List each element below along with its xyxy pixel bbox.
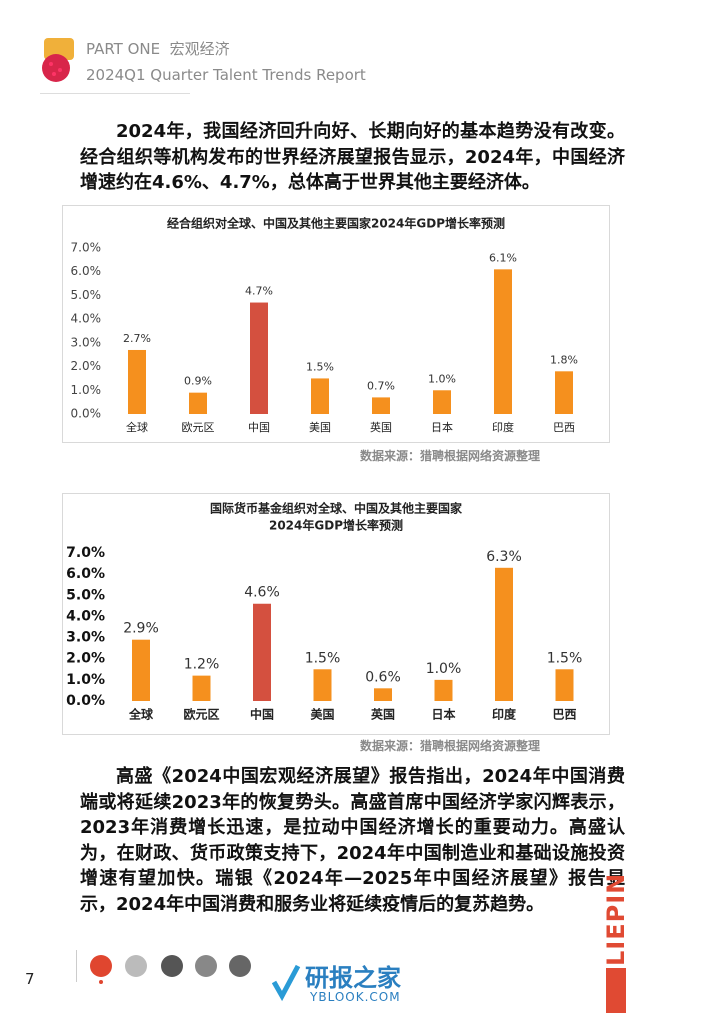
x-tick-label: 巴西 <box>552 708 576 722</box>
chart-title: 国际货币基金组织对全球、中国及其他主要国家 <box>210 501 463 516</box>
y-tick-label: 6.0% <box>71 264 102 278</box>
bar <box>128 349 146 414</box>
footer-rule <box>76 950 77 982</box>
bar <box>555 669 574 701</box>
bar <box>494 269 512 414</box>
x-tick-label: 巴西 <box>553 421 575 434</box>
value-label: 6.3% <box>486 549 522 565</box>
brand-bar <box>606 968 626 1013</box>
brand: LIEPIN <box>602 872 630 966</box>
x-tick-label: 英国 <box>370 420 392 434</box>
y-tick-label: 4.0% <box>71 312 102 326</box>
value-label: 1.5% <box>306 360 334 373</box>
value-label: 4.6% <box>244 585 280 601</box>
y-tick-label: 2.0% <box>71 359 102 373</box>
x-tick-label: 英国 <box>371 707 395 722</box>
watermark-url: YBLOOK.COM <box>310 990 401 1004</box>
bar <box>372 397 390 414</box>
y-tick-label: 6.0% <box>66 566 105 582</box>
value-label: 1.8% <box>550 353 578 366</box>
chart-title: 经合组织对全球、中国及其他主要国家2024年GDP增长率预测 <box>167 216 505 231</box>
value-label: 1.0% <box>428 372 456 385</box>
x-tick-label: 印度 <box>492 420 514 434</box>
watermark: 研报之家 <box>305 964 401 992</box>
bar <box>132 639 150 701</box>
bar <box>495 567 513 701</box>
y-tick-label: 3.0% <box>71 335 102 349</box>
header-part: PART ONE 宏观经济 <box>86 38 230 59</box>
value-label: 0.9% <box>184 375 212 388</box>
x-tick-label: 日本 <box>431 420 453 434</box>
y-tick-label: 7.0% <box>66 545 105 561</box>
bar <box>374 688 392 701</box>
y-tick-label: 1.0% <box>66 672 105 688</box>
x-tick-label: 全球 <box>126 420 148 434</box>
chart: 国际货币基金组织对全球、中国及其他主要国家 2024年GDP增长率预测 0.0% 1.… <box>66 501 583 722</box>
value-label: 0.6% <box>365 669 401 685</box>
x-tick-label: 欧元区 <box>182 421 215 434</box>
bar <box>311 378 329 414</box>
x-tick-label: 全球 <box>128 707 154 722</box>
value-label: 1.2% <box>184 657 220 673</box>
x-tick-label: 印度 <box>492 707 517 722</box>
y-tick-label: 3.0% <box>66 630 105 646</box>
x-tick-label: 欧元区 <box>183 707 219 722</box>
header-rule <box>40 93 190 94</box>
value-label: 6.1% <box>489 251 517 264</box>
bar <box>250 302 268 414</box>
chart-title: 2024年GDP增长率预测 <box>269 518 403 533</box>
bar <box>313 669 332 701</box>
section: 宏观经济 <box>169 40 230 58</box>
bar <box>192 675 211 701</box>
paragraph: 2024年，我国经济回升向好、长期向好的基本趋势没有改变。经合组织等机构发布的世… <box>80 121 625 193</box>
value-label: 0.7% <box>367 379 395 392</box>
y-tick-label: 1.0% <box>71 383 102 397</box>
value-label: 1.0% <box>426 661 462 677</box>
y-tick-label: 0.0% <box>66 693 105 709</box>
x-tick-label: 中国 <box>248 421 270 434</box>
y-tick-label: 4.0% <box>66 608 105 624</box>
y-tick-label: 5.0% <box>66 587 105 603</box>
bar <box>434 679 453 701</box>
part: PART ONE <box>86 40 161 58</box>
value-label: 1.5% <box>547 650 583 666</box>
bar <box>189 392 207 414</box>
footer-icons <box>90 955 251 984</box>
y-tick-label: 7.0% <box>71 241 102 255</box>
x-tick-label: 美国 <box>310 707 334 722</box>
value-label: 2.7% <box>123 332 151 345</box>
logo <box>42 38 74 82</box>
value-label: 4.7% <box>245 285 273 298</box>
x-tick-label: 美国 <box>309 421 331 434</box>
page-number: 7 <box>25 970 35 988</box>
y-tick-label: 5.0% <box>71 288 102 302</box>
chart-box: 经合组织对全球、中国及其他主要国家2024年GDP增长率预测 0.0% 1.0% 2.… <box>62 205 610 443</box>
chart: 经合组织对全球、中国及其他主要国家2024年GDP增长率预测 0.0% 1.0% 2.… <box>71 216 578 435</box>
bar <box>433 390 451 414</box>
y-tick-label: 2.0% <box>66 651 105 667</box>
header-report: 2024Q1 Quarter Talent Trends Report <box>86 66 366 84</box>
x-tick-label: 日本 <box>431 707 455 722</box>
value-label: 2.9% <box>123 621 159 637</box>
chart-box: 国际货币基金组织对全球、中国及其他主要国家 2024年GDP增长率预测 0.0% 1.… <box>62 493 610 735</box>
x-tick-label: 中国 <box>250 707 274 722</box>
value-label: 1.5% <box>305 650 341 666</box>
bar <box>555 371 573 414</box>
watermark-icon <box>272 964 301 1002</box>
paragraph: 高盛《2024中国宏观经济展望》报告指出，2024年中国消费端或将延续2023年… <box>80 766 625 915</box>
source: 数据来源：猎聘根据网络资源整理 <box>360 449 541 463</box>
y-tick-label: 0.0% <box>71 407 102 421</box>
bar <box>253 603 271 701</box>
source: 数据来源：猎聘根据网络资源整理 <box>360 739 541 753</box>
